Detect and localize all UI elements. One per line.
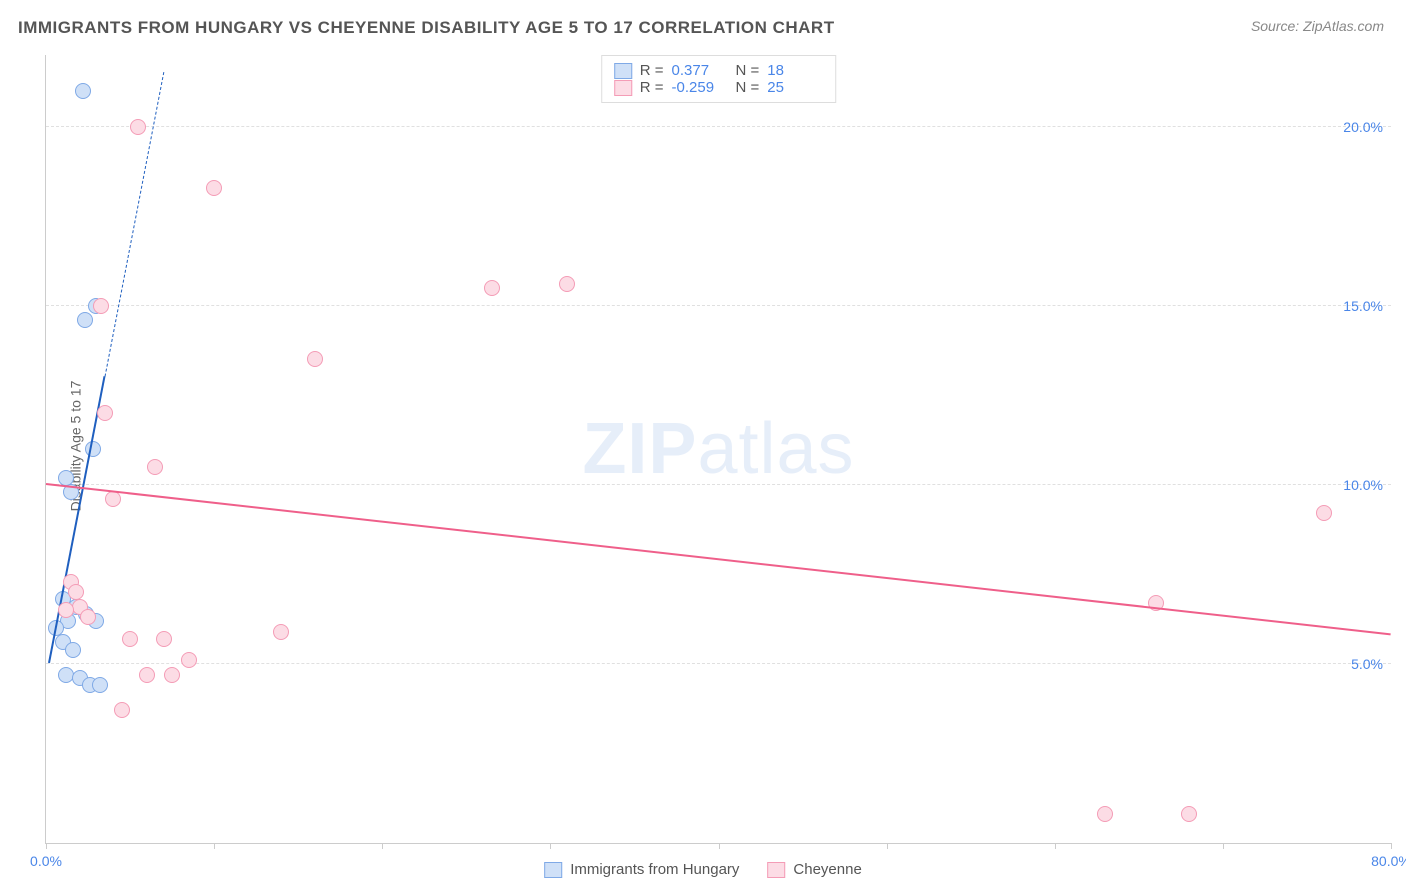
data-point-cheyenne	[139, 667, 155, 683]
data-point-cheyenne	[156, 631, 172, 647]
swatch-cheyenne	[614, 80, 632, 96]
data-point-hungary	[65, 642, 81, 658]
plot-area: ZIPatlas R = 0.377 N = 18 R = -0.259 N =…	[45, 55, 1391, 844]
data-point-cheyenne	[307, 351, 323, 367]
legend-row-cheyenne: R = -0.259 N = 25	[614, 79, 824, 96]
watermark: ZIPatlas	[582, 408, 854, 490]
data-point-cheyenne	[97, 405, 113, 421]
x-tick	[1391, 843, 1392, 849]
data-point-cheyenne	[559, 276, 575, 292]
data-point-hungary	[75, 83, 91, 99]
n-value-hungary: 18	[767, 62, 823, 79]
y-tick-label: 5.0%	[1351, 656, 1383, 672]
data-point-cheyenne	[68, 584, 84, 600]
gridline	[46, 305, 1391, 306]
data-point-cheyenne	[206, 180, 222, 196]
legend-item-hungary: Immigrants from Hungary	[544, 861, 739, 878]
x-tick	[550, 843, 551, 849]
y-tick-label: 20.0%	[1343, 119, 1383, 135]
data-point-cheyenne	[1316, 505, 1332, 521]
chart-container: IMMIGRANTS FROM HUNGARY VS CHEYENNE DISA…	[0, 0, 1406, 892]
n-label: N =	[736, 79, 760, 96]
data-point-cheyenne	[181, 652, 197, 668]
data-point-hungary	[77, 312, 93, 328]
x-tick	[1223, 843, 1224, 849]
watermark-zip: ZIP	[582, 409, 697, 489]
y-tick-label: 15.0%	[1343, 298, 1383, 314]
data-point-cheyenne	[130, 119, 146, 135]
gridline	[46, 126, 1391, 127]
trend-line-cheyenne	[46, 483, 1391, 635]
data-point-cheyenne	[80, 609, 96, 625]
x-tick	[382, 843, 383, 849]
trend-line-dash-hungary	[104, 72, 164, 377]
correlation-legend: R = 0.377 N = 18 R = -0.259 N = 25	[601, 55, 837, 103]
chart-title: IMMIGRANTS FROM HUNGARY VS CHEYENNE DISA…	[18, 18, 835, 38]
n-label: N =	[736, 62, 760, 79]
r-value-hungary: 0.377	[672, 62, 728, 79]
data-point-cheyenne	[484, 280, 500, 296]
r-label: R =	[640, 79, 664, 96]
source-text: Source: ZipAtlas.com	[1251, 18, 1384, 34]
data-point-cheyenne	[1181, 806, 1197, 822]
legend-item-cheyenne: Cheyenne	[767, 861, 861, 878]
swatch-cheyenne-icon	[767, 862, 785, 878]
r-label: R =	[640, 62, 664, 79]
legend-label-hungary: Immigrants from Hungary	[570, 861, 739, 878]
data-point-hungary	[92, 677, 108, 693]
watermark-atlas: atlas	[697, 409, 854, 489]
gridline	[46, 484, 1391, 485]
data-point-cheyenne	[164, 667, 180, 683]
x-tick	[1055, 843, 1056, 849]
y-tick-label: 10.0%	[1343, 477, 1383, 493]
series-legend: Immigrants from Hungary Cheyenne	[544, 861, 862, 878]
legend-row-hungary: R = 0.377 N = 18	[614, 62, 824, 79]
data-point-cheyenne	[114, 702, 130, 718]
x-tick	[719, 843, 720, 849]
swatch-hungary	[614, 63, 632, 79]
x-tick	[46, 843, 47, 849]
x-tick-label: 0.0%	[30, 853, 62, 869]
gridline	[46, 663, 1391, 664]
data-point-cheyenne	[105, 491, 121, 507]
x-tick	[887, 843, 888, 849]
x-tick	[214, 843, 215, 849]
legend-label-cheyenne: Cheyenne	[793, 861, 861, 878]
data-point-cheyenne	[93, 298, 109, 314]
data-point-cheyenne	[273, 624, 289, 640]
x-tick-label: 80.0%	[1371, 853, 1406, 869]
data-point-cheyenne	[58, 602, 74, 618]
data-point-cheyenne	[122, 631, 138, 647]
data-point-cheyenne	[147, 459, 163, 475]
swatch-hungary-icon	[544, 862, 562, 878]
data-point-cheyenne	[1097, 806, 1113, 822]
n-value-cheyenne: 25	[767, 79, 823, 96]
r-value-cheyenne: -0.259	[672, 79, 728, 96]
